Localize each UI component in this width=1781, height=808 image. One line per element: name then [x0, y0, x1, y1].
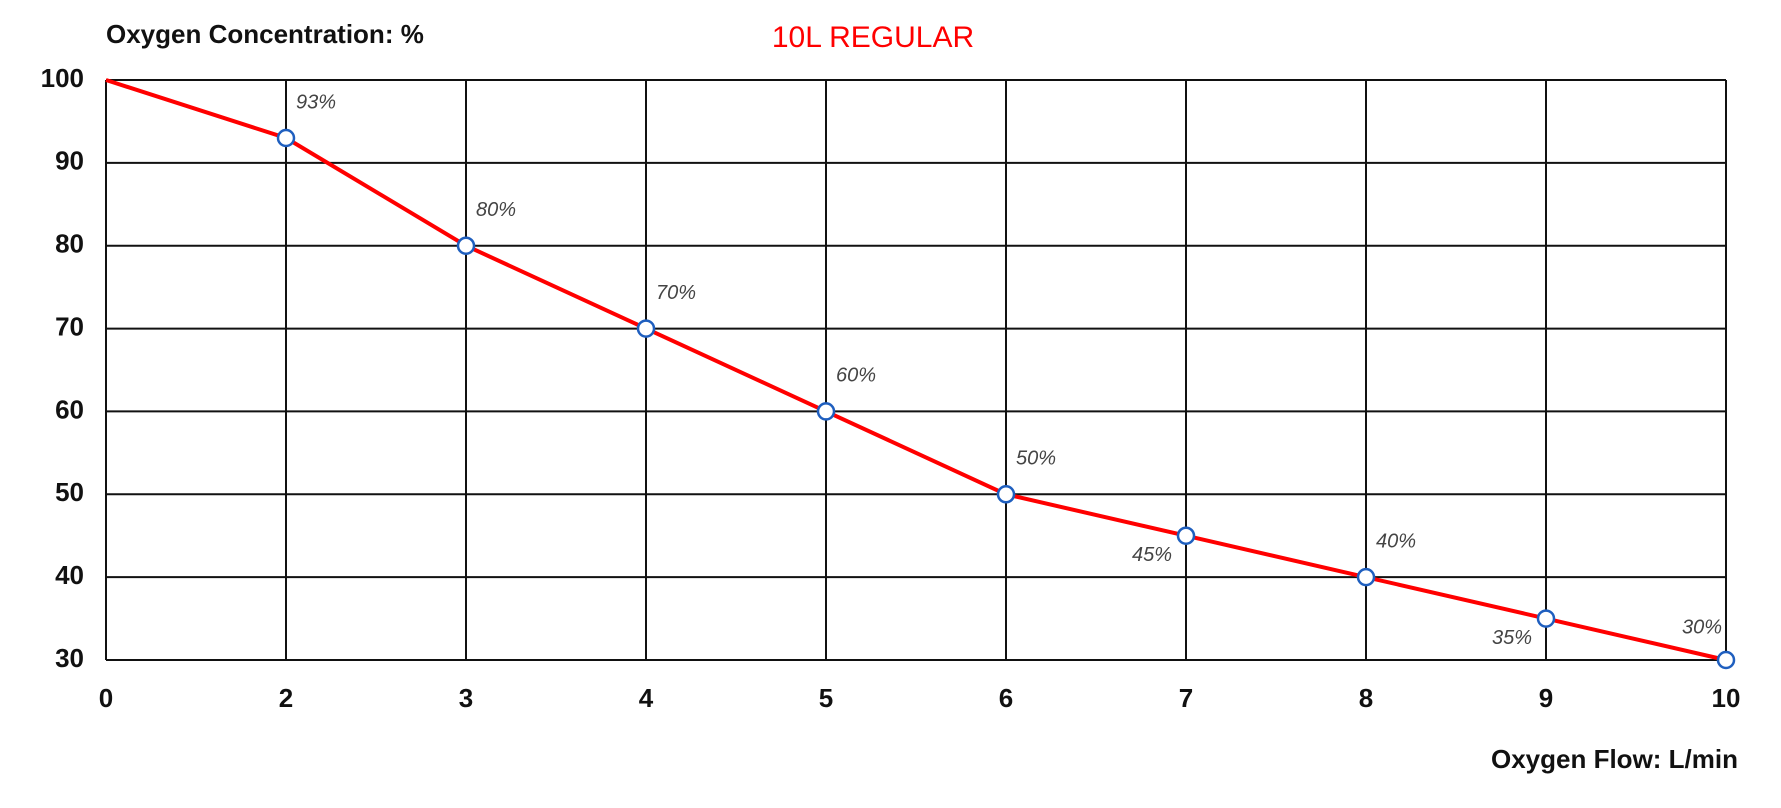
- x-tick-label: 4: [639, 683, 654, 713]
- y-tick-label: 50: [55, 477, 84, 507]
- x-tick-label: 7: [1179, 683, 1193, 713]
- value-label: 80%: [476, 199, 516, 221]
- data-point: [456, 236, 476, 255]
- y-tick-label: 80: [55, 229, 84, 259]
- value-label: 50%: [1016, 448, 1056, 470]
- value-label: 45%: [1132, 544, 1172, 566]
- x-tick-label: 6: [999, 683, 1013, 713]
- value-label: 60%: [836, 365, 876, 387]
- y-tick-label: 40: [55, 560, 84, 590]
- x-tick-label: 3: [459, 683, 473, 713]
- chart-title: Oxygen Concentration: %: [106, 19, 424, 49]
- data-line: [105, 78, 1727, 662]
- value-label: 35%: [1492, 627, 1532, 649]
- x-tick-label: 10: [1712, 683, 1741, 713]
- data-point: [1356, 567, 1376, 587]
- x-tick-label: 9: [1539, 683, 1553, 713]
- y-tick-label: 60: [55, 394, 84, 424]
- x-tick-label: 0: [99, 683, 113, 713]
- value-label: 30%: [1682, 616, 1722, 638]
- data-point: [996, 485, 1016, 504]
- x-axis-label: Oxygen Flow: L/min: [1491, 744, 1738, 774]
- y-tick-label: 70: [55, 311, 84, 341]
- y-tick-label: 30: [55, 643, 84, 673]
- value-label: 70%: [656, 282, 696, 304]
- data-point: [1176, 526, 1196, 545]
- x-tick-label: 2: [279, 683, 293, 713]
- x-tick-label: 5: [819, 683, 833, 713]
- data-point: [636, 319, 656, 338]
- data-point: [816, 402, 836, 421]
- data-point: [1536, 609, 1556, 628]
- data-point: [276, 128, 296, 148]
- y-tick-label: 100: [41, 63, 84, 93]
- data-point: [1716, 650, 1736, 670]
- chart-subtitle: 10L REGULAR: [772, 21, 974, 54]
- x-tick-label: 8: [1359, 683, 1373, 713]
- value-label: 40%: [1376, 530, 1416, 552]
- value-label: 93%: [296, 91, 336, 113]
- y-tick-label: 90: [55, 146, 84, 176]
